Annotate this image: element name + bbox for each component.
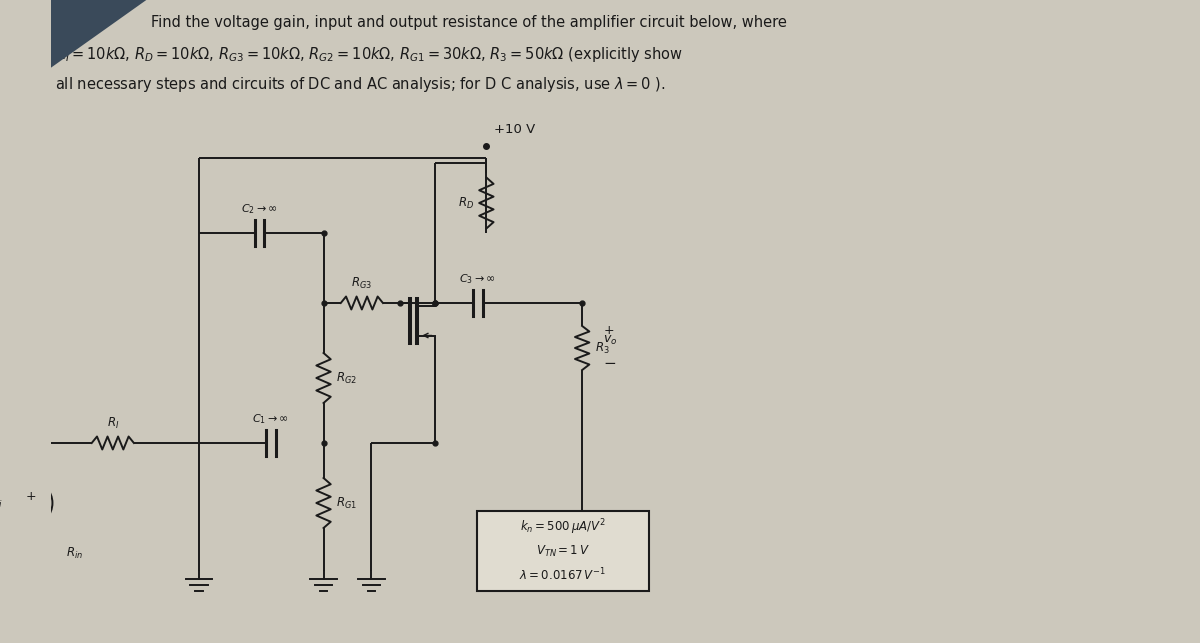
Text: $k_n = 500\,\mu A/V^2$: $k_n = 500\,\mu A/V^2$ xyxy=(520,517,606,537)
Text: all necessary steps and circuits of DC and AC analysis; for D C analysis, use $\: all necessary steps and circuits of DC a… xyxy=(55,75,666,94)
Text: −: − xyxy=(604,356,616,370)
Text: $R_{G1}$: $R_{G1}$ xyxy=(336,496,358,511)
Text: $C_1 \rightarrow \infty$: $C_1 \rightarrow \infty$ xyxy=(252,412,289,426)
Text: $R_{in}$: $R_{in}$ xyxy=(66,545,83,561)
Text: $v_i$: $v_i$ xyxy=(0,496,2,509)
Polygon shape xyxy=(50,0,146,68)
Text: $C_2 \rightarrow \infty$: $C_2 \rightarrow \infty$ xyxy=(241,202,277,216)
Text: $R_D$: $R_D$ xyxy=(458,195,474,210)
Text: $R_{G2}$: $R_{G2}$ xyxy=(336,370,356,386)
Text: $R_3$: $R_3$ xyxy=(595,340,610,356)
Text: $R_I$: $R_I$ xyxy=(107,416,119,431)
Text: $R_I =10k\Omega$, $R_D =10k\Omega$, $R_{G3} =10k\Omega$, $R_{G2} =10k\Omega$, $R: $R_I =10k\Omega$, $R_D =10k\Omega$, $R_{… xyxy=(55,45,683,64)
Text: $v_o$: $v_o$ xyxy=(604,334,618,347)
Text: $\lambda = 0.0167\,V^{-1}$: $\lambda = 0.0167\,V^{-1}$ xyxy=(520,566,606,583)
Bar xyxy=(476,511,649,591)
Text: +: + xyxy=(26,489,37,502)
Text: $V_{TN} = 1\,V$: $V_{TN} = 1\,V$ xyxy=(536,543,590,559)
Text: Find the voltage gain, input and output resistance of the amplifier circuit belo: Find the voltage gain, input and output … xyxy=(151,15,787,30)
Text: $R_{G3}$: $R_{G3}$ xyxy=(352,276,372,291)
Text: +: + xyxy=(604,323,614,336)
Text: +10 V: +10 V xyxy=(494,123,535,136)
Text: $C_3 \rightarrow \infty$: $C_3 \rightarrow \infty$ xyxy=(460,272,496,286)
